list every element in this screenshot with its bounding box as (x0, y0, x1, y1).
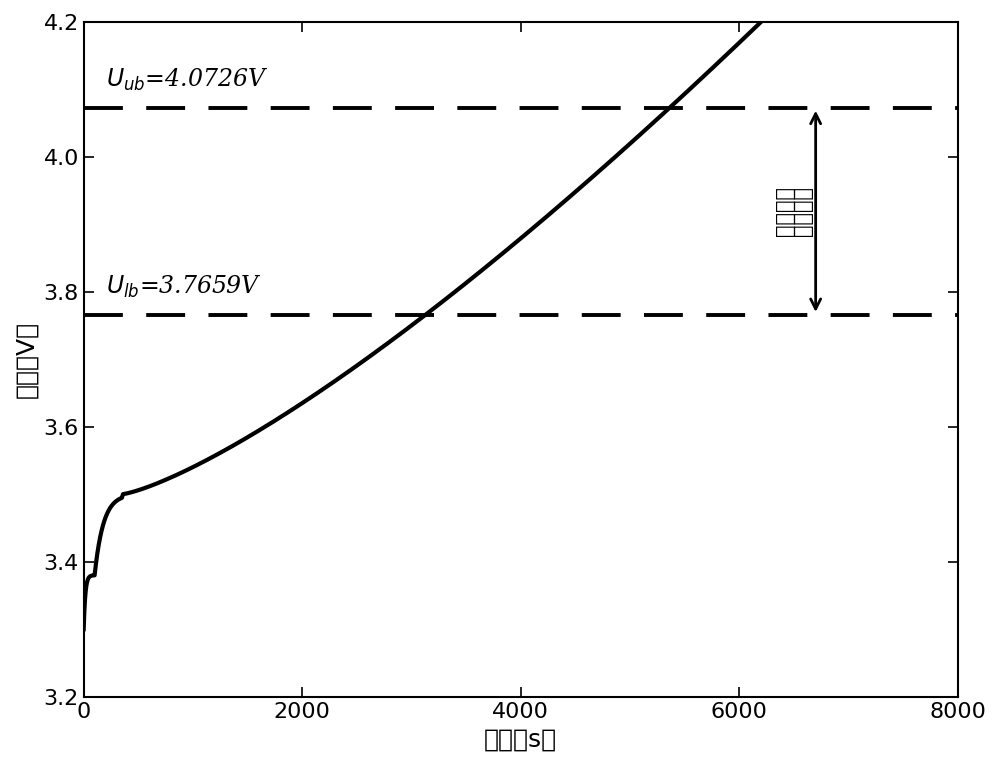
Y-axis label: 电压（V）: 电压（V） (14, 321, 38, 398)
Text: 最优充电: 最优充电 (775, 187, 795, 236)
Text: $U_{lb}$=3.7659V: $U_{lb}$=3.7659V (106, 274, 261, 300)
Text: $U_{ub}$=4.0726V: $U_{ub}$=4.0726V (106, 67, 268, 93)
X-axis label: 时间（s）: 时间（s） (484, 727, 557, 751)
Text: 电压区间: 电压区间 (793, 187, 813, 236)
